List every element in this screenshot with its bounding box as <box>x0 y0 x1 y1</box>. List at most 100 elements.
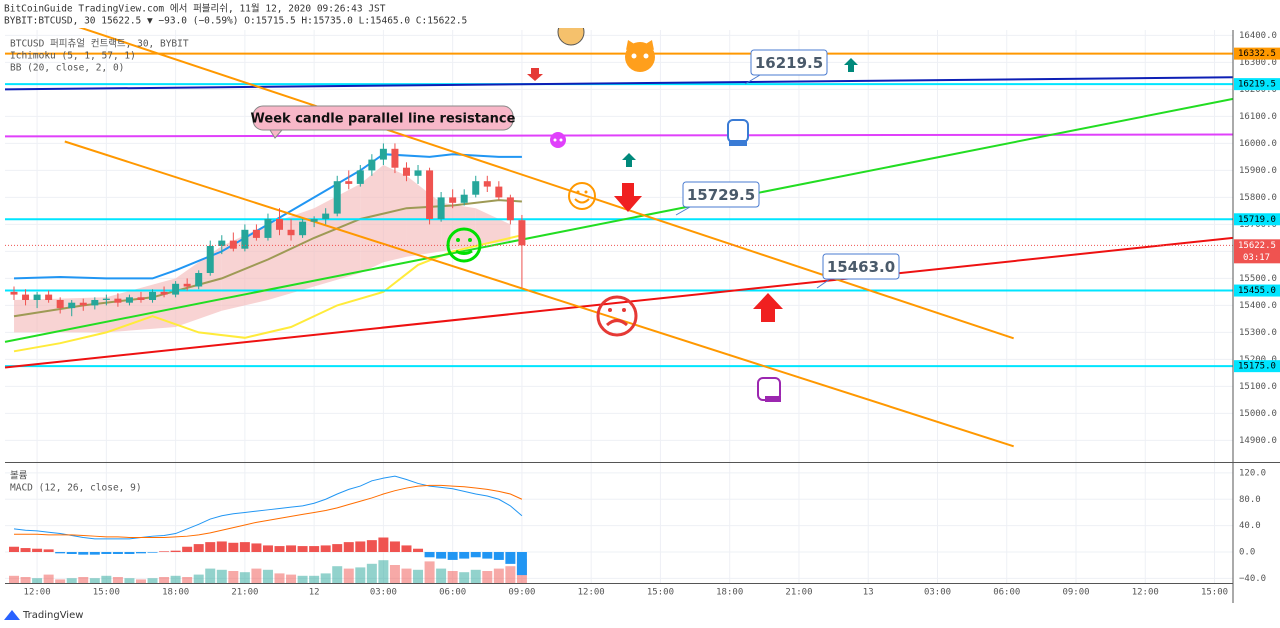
callout-text: 16219.5 <box>755 54 823 72</box>
callout-text: Week candle parallel line resistance <box>251 112 516 127</box>
macd-histogram-bar <box>309 546 320 553</box>
candle-body <box>195 273 203 287</box>
macd-histogram-bar <box>124 552 135 554</box>
volume-bar <box>170 575 181 583</box>
x-tick-label: 21:00 <box>231 588 258 598</box>
callout-box <box>750 49 828 76</box>
candle-body <box>322 213 330 219</box>
macd-histogram-bar <box>320 545 331 553</box>
macd-histogram-bar <box>389 541 400 553</box>
x-tick-label: 18:00 <box>716 588 743 598</box>
candle-body <box>264 219 272 238</box>
x-tick-label: 09:00 <box>508 588 535 598</box>
candle-body <box>68 302 76 309</box>
macd-histogram-bar <box>135 552 146 554</box>
candle-body <box>241 229 249 249</box>
macd-histogram-bar <box>436 552 447 559</box>
volume-bar <box>343 568 354 583</box>
candle-body <box>506 197 514 221</box>
volume-bar <box>505 566 516 583</box>
x-tick-label: 12:00 <box>24 588 51 598</box>
candle-body <box>333 181 341 214</box>
macd-histogram-bar <box>205 542 216 553</box>
sad-face <box>596 295 638 337</box>
macd-histogram-bar <box>459 552 470 559</box>
candle-body <box>206 246 214 273</box>
macd-histogram-bar <box>482 552 493 559</box>
volume-bar <box>447 571 458 583</box>
y-tick-label: 16100.0 <box>1239 112 1277 122</box>
candle-body <box>276 219 284 230</box>
macd-histogram-bar <box>170 550 181 553</box>
macd-line <box>14 484 523 539</box>
macd-histogram-bar <box>251 543 262 553</box>
candle-body <box>79 302 87 306</box>
legend-macd: MACD (12, 26, close, 9) <box>10 483 142 494</box>
macd-line <box>13 475 523 540</box>
x-tick-label: 15:00 <box>647 588 674 598</box>
candle-body <box>114 298 122 303</box>
callout-text: 15463.0 <box>827 258 895 276</box>
volume-bar <box>101 575 112 583</box>
y-tick-label: 15300.0 <box>1239 328 1277 338</box>
volume-bar <box>389 565 400 583</box>
last-price-tag <box>1234 239 1280 264</box>
x-tick-label: 12:00 <box>578 588 605 598</box>
volume-bar <box>124 578 135 583</box>
candle-body <box>368 159 376 171</box>
x-tick-label: 12:00 <box>1132 588 1159 598</box>
indicator-line <box>13 234 523 353</box>
x-tick-label: 06:00 <box>439 588 466 598</box>
callout-box <box>682 181 760 208</box>
trend-line <box>64 21 1014 340</box>
macd-histogram-bar <box>413 548 424 553</box>
y-tick-label: 15000.0 <box>1239 409 1277 419</box>
ichimoku-cloud <box>475 208 511 246</box>
volume-bar <box>55 579 66 583</box>
volume-bar <box>43 574 54 583</box>
y-tick-label: 14900.0 <box>1239 436 1277 446</box>
candle-body <box>252 229 260 238</box>
candle-body <box>287 229 295 236</box>
macd-histogram-bar <box>401 545 412 553</box>
axes: 12:00 15:00 18:00 21:00 12 03:00 06:00 09:00 12:… <box>24 31 1280 598</box>
x-tick-label: 15:00 <box>93 588 120 598</box>
callout-text: 15729.5 <box>687 186 755 204</box>
macd-histogram-bar <box>159 551 170 553</box>
x-tick-label: 03:00 <box>924 588 951 598</box>
ichimoku-cloud <box>383 165 407 263</box>
volume-bar <box>135 579 146 583</box>
brand: TradingView <box>4 610 83 621</box>
arrow-up-big <box>753 293 783 322</box>
macd-tick-label: 80.0 <box>1239 495 1261 505</box>
header-quote: BYBIT:BTCUSD, 30 15622.5 ▼ −93.0 (−0.59%… <box>4 16 467 27</box>
volume-bar <box>286 574 297 583</box>
candle-body <box>437 197 445 219</box>
candle-body <box>310 219 318 222</box>
price-tag <box>1234 360 1280 373</box>
macd-histogram-bar <box>112 552 123 554</box>
volume-bar <box>366 563 377 583</box>
candle-body <box>102 298 110 300</box>
candle-body <box>518 220 526 246</box>
macd-histogram-bar <box>182 546 193 553</box>
macd-histogram-bar <box>43 549 54 553</box>
x-tick-label: 09:00 <box>1062 588 1089 598</box>
macd-histogram-bar <box>55 552 66 554</box>
callout-tail <box>675 206 691 216</box>
candle-body <box>22 294 30 300</box>
ichimoku-cloud <box>441 202 476 252</box>
price-tag-label: 15719.0 <box>1238 215 1276 225</box>
candle-body <box>10 291 18 295</box>
y-tick-label: 16000.0 <box>1239 139 1277 149</box>
candle-body <box>125 297 133 303</box>
macd-histogram-bar <box>332 544 343 553</box>
candle-body <box>137 297 145 300</box>
volume-bar <box>262 569 273 583</box>
price-tag <box>1234 213 1280 226</box>
macd-histogram-bar <box>101 552 112 554</box>
candle-body <box>149 291 157 300</box>
legend-symbol: BTCUSD 퍼피츄얼 컨트랙트, 30, BYBIT <box>10 39 189 50</box>
callout-box <box>252 105 514 131</box>
